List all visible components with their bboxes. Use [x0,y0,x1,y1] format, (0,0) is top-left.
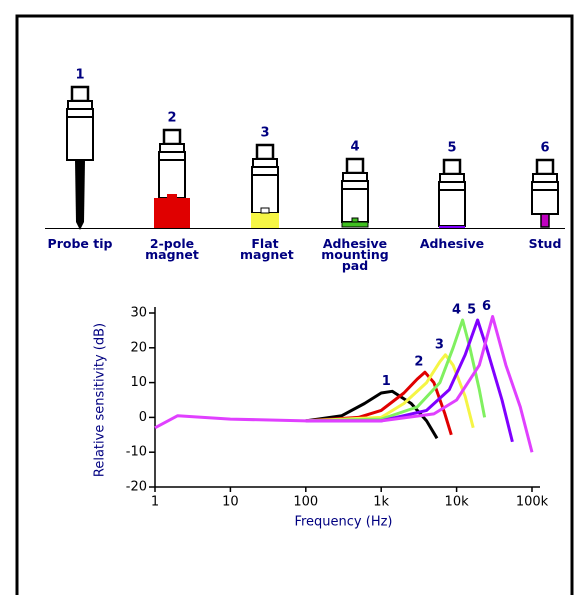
mount-label: Adhesive [412,238,492,249]
mount-label: Flat magnet [240,238,290,260]
sensor-body [532,182,558,214]
mount-number: 4 [350,140,359,155]
sensor-cap [444,160,460,174]
magnet [154,198,190,228]
sensor-neck [440,174,464,182]
x-tick-label: 1k [373,495,389,510]
sensor-body [252,167,278,213]
mount-number: 6 [540,141,549,156]
sensor-body [159,152,185,198]
y-tick-label: -20 [126,480,147,495]
magnet-top [167,194,177,199]
mount-label: Stud [520,238,570,249]
flat-magnet [251,213,279,228]
sensor-neck [343,173,367,181]
sensor-body [439,182,465,226]
sensitivity-curve [155,317,532,453]
x-axis-label: Frequency (Hz) [294,515,392,530]
pad [342,222,368,227]
mount-label: Adhesive mounting pad [319,238,391,271]
y-tick-label: 20 [130,340,147,355]
curve-label: 6 [482,299,491,314]
sensitivity-curve [306,320,513,442]
mount-number: 3 [260,126,269,141]
curve-label: 4 [452,302,461,317]
y-tick-label: 0 [139,410,147,425]
probe-spike [75,160,85,230]
sensor-neck [160,144,184,152]
x-tick-label: 100 [293,495,318,510]
magnet-stud [261,208,269,213]
sensor-cap [72,87,88,101]
pad-stud [352,218,358,222]
sensor-cap [164,130,180,144]
figure: 123456-20-1001020301101001k10k100kFreque… [0,0,579,595]
sensor-body [342,181,368,222]
sensor-neck [68,101,92,109]
curve-label: 3 [435,337,444,352]
x-tick-label: 1 [151,495,159,510]
adhesive [439,226,465,228]
curve-label: 5 [467,302,476,317]
mount-label: 2-pole magnet [142,238,202,260]
mount-label: Probe tip [40,238,120,249]
y-tick-label: -10 [126,445,147,460]
mount-number: 5 [447,141,456,156]
y-tick-label: 30 [130,306,147,321]
y-tick-label: 10 [130,375,147,390]
sensor-cap [347,159,363,173]
page: 123456-20-1001020301101001k10k100kFreque… [0,0,579,595]
sensor-neck [253,159,277,167]
mount-number: 1 [75,68,84,83]
sensor-cap [537,160,553,174]
curve-label: 1 [382,374,391,389]
mount-number: 2 [167,111,176,126]
sensor-neck [533,174,557,182]
stud [541,214,549,227]
x-tick-label: 100k [516,495,549,510]
curve-label: 2 [414,355,423,370]
sensor-cap [257,145,273,159]
x-tick-label: 10 [222,495,239,510]
x-tick-label: 10k [445,495,470,510]
y-axis-label: Relative sensitivity (dB) [93,323,108,477]
